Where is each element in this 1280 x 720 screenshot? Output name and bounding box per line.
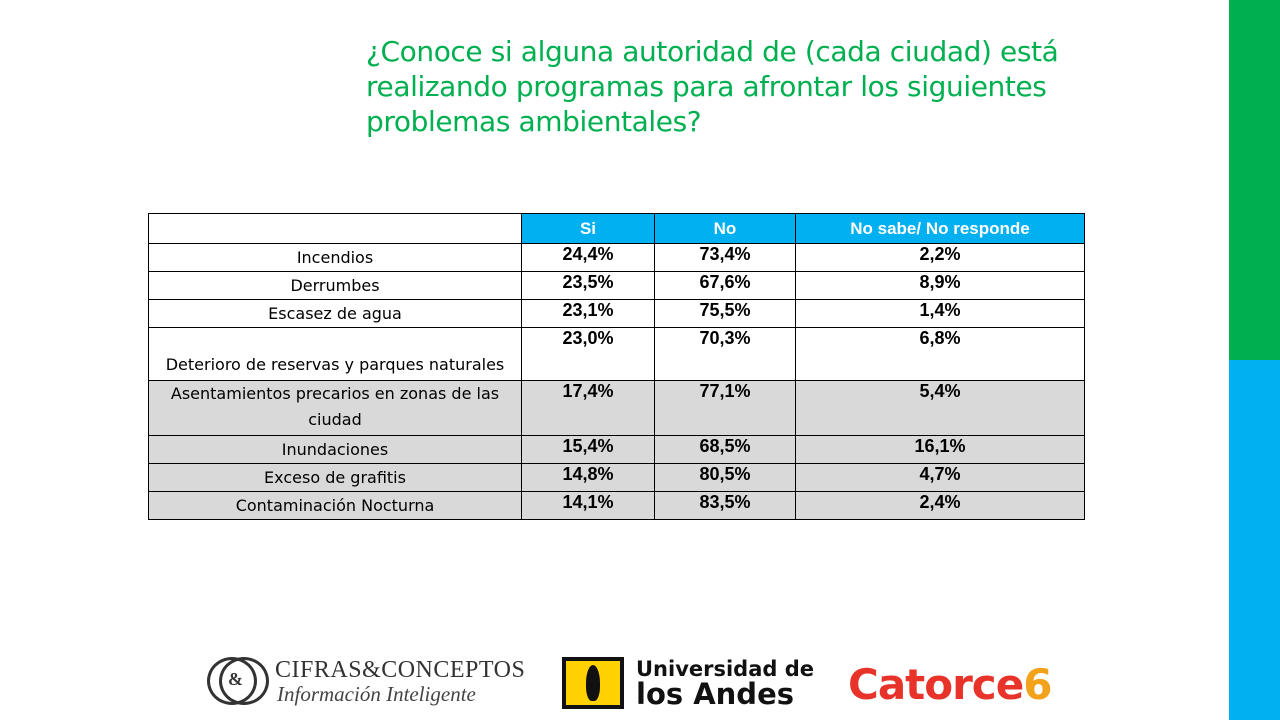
value-no: 77,1% bbox=[654, 380, 796, 436]
value-si: 15,4% bbox=[521, 435, 655, 464]
value-si: 23,0% bbox=[521, 327, 655, 381]
row-label: Contaminación Nocturna bbox=[148, 491, 522, 520]
value-si: 17,4% bbox=[521, 380, 655, 436]
header-blank-cell bbox=[148, 213, 522, 244]
uniandes-line1: Universidad de bbox=[636, 657, 815, 681]
cifras-circle-mark-2 bbox=[219, 657, 269, 705]
value-si: 23,1% bbox=[521, 299, 655, 328]
table-row: Contaminación Nocturna 14,1% 83,5% 2,4% bbox=[148, 491, 1085, 520]
results-table: Si No No sabe/ No responde Incendios 24,… bbox=[148, 213, 1085, 520]
accent-bar-blue bbox=[1229, 360, 1280, 720]
value-no: 80,5% bbox=[654, 463, 796, 492]
accent-bar-green bbox=[1229, 0, 1280, 360]
row-label: Deterioro de reservas y parques naturale… bbox=[148, 327, 522, 381]
uniandes-shield-icon bbox=[562, 657, 624, 709]
table-row: Escasez de agua 23,1% 75,5% 1,4% bbox=[148, 299, 1085, 328]
value-no: 67,6% bbox=[654, 271, 796, 300]
value-no-sabe: 5,4% bbox=[795, 380, 1085, 436]
value-no-sabe: 2,4% bbox=[795, 491, 1085, 520]
catorce-text: Catorce bbox=[848, 660, 1024, 709]
table-row: Inundaciones 15,4% 68,5% 16,1% bbox=[148, 435, 1085, 464]
row-label: Asentamientos precarios en zonas de las … bbox=[148, 380, 522, 436]
header-no: No bbox=[654, 213, 796, 244]
table-row: Incendios 24,4% 73,4% 2,2% bbox=[148, 243, 1085, 272]
value-no-sabe: 6,8% bbox=[795, 327, 1085, 381]
value-no: 70,3% bbox=[654, 327, 796, 381]
value-si: 24,4% bbox=[521, 243, 655, 272]
table-row: Derrumbes 23,5% 67,6% 8,9% bbox=[148, 271, 1085, 300]
table-row: Exceso de grafitis 14,8% 80,5% 4,7% bbox=[148, 463, 1085, 492]
value-no-sabe: 4,7% bbox=[795, 463, 1085, 492]
table-row: Asentamientos precarios en zonas de las … bbox=[148, 380, 1085, 436]
logo-strip: & CIFRAS&CONCEPTOS Información Inteligen… bbox=[0, 640, 1229, 720]
value-no-sabe: 2,2% bbox=[795, 243, 1085, 272]
uniandes-line2: los Andes bbox=[636, 677, 794, 711]
header-si: Si bbox=[521, 213, 655, 244]
value-no-sabe: 8,9% bbox=[795, 271, 1085, 300]
row-label: Escasez de agua bbox=[148, 299, 522, 328]
cifras-tagline: Información Inteligente bbox=[277, 682, 476, 706]
value-no: 75,5% bbox=[654, 299, 796, 328]
catorce6-logo: Catorce6 bbox=[848, 660, 1052, 709]
uniandes-logo: Universidad de los Andes bbox=[562, 657, 822, 713]
value-si: 14,1% bbox=[521, 491, 655, 520]
header-no-sabe: No sabe/ No responde bbox=[795, 213, 1085, 244]
cifras-conceptos-logo: & CIFRAS&CONCEPTOS Información Inteligen… bbox=[207, 655, 527, 710]
value-si: 14,8% bbox=[521, 463, 655, 492]
value-no-sabe: 1,4% bbox=[795, 299, 1085, 328]
catorce-six: 6 bbox=[1023, 660, 1052, 709]
row-label: Inundaciones bbox=[148, 435, 522, 464]
cifras-name: CIFRAS&CONCEPTOS bbox=[275, 657, 526, 683]
row-label: Derrumbes bbox=[148, 271, 522, 300]
table-row: Deterioro de reservas y parques naturale… bbox=[148, 327, 1085, 381]
row-label: Incendios bbox=[148, 243, 522, 272]
value-no: 73,4% bbox=[654, 243, 796, 272]
value-si: 23,5% bbox=[521, 271, 655, 300]
slide-title: ¿Conoce si alguna autoridad de (cada ciu… bbox=[366, 35, 1059, 138]
cifras-ampersand: & bbox=[228, 669, 243, 689]
row-label: Exceso de grafitis bbox=[148, 463, 522, 492]
value-no: 83,5% bbox=[654, 491, 796, 520]
value-no-sabe: 16,1% bbox=[795, 435, 1085, 464]
value-no: 68,5% bbox=[654, 435, 796, 464]
table-header-row: Si No No sabe/ No responde bbox=[148, 213, 1085, 244]
